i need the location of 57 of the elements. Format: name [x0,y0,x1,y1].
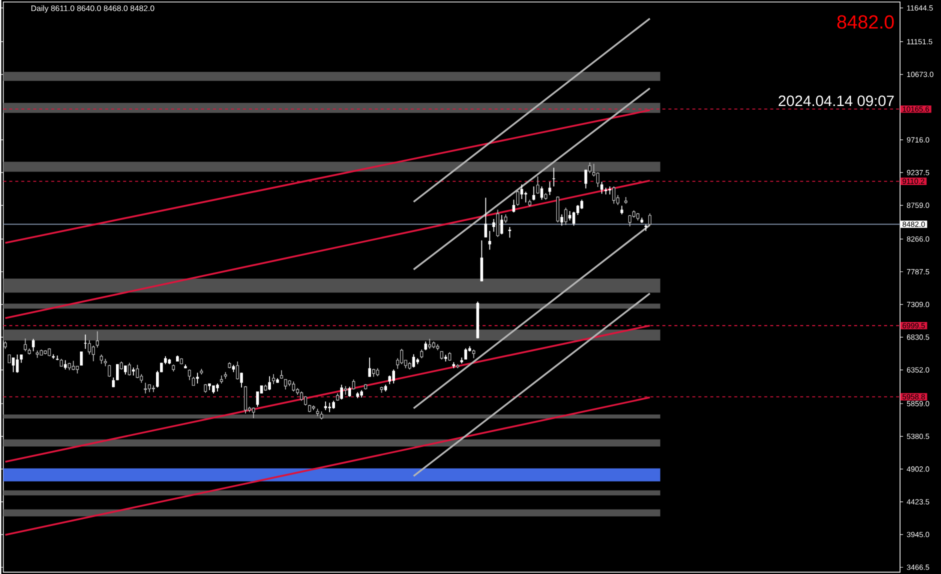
candlestick [368,356,372,378]
candlestick [524,191,528,203]
candlestick [608,186,612,195]
candlestick [496,209,500,238]
candlestick [188,368,192,381]
candlestick [580,199,584,210]
candlestick [92,345,95,362]
candlestick [564,207,568,226]
candlestick [292,380,296,392]
candlestick [100,354,103,364]
candlestick [136,364,139,379]
annotation: 2024.04.14 09:07 [778,95,894,106]
candlestick [300,390,304,402]
candlestick [596,172,600,188]
candlestick [536,176,540,194]
candlestick [392,368,396,384]
candlestick [128,362,131,376]
candlestick [268,376,271,391]
candlestick [588,162,592,174]
candlestick [80,350,83,366]
candlestick [304,396,308,406]
candlestick [284,378,288,390]
candlestick [240,372,243,388]
candlestick [244,386,248,414]
candlestick [560,214,564,226]
candlestick [196,372,199,384]
candlestick [88,340,91,355]
candlestick [236,360,240,380]
candlestick [500,214,504,235]
candlestick [568,210,572,221]
candlestick [612,186,616,204]
candlestick [520,184,524,200]
candlestick [64,360,67,370]
candlestick [480,240,484,282]
annotation: 8482.0 [837,15,894,29]
candlestick [508,226,512,238]
candlestick [584,169,588,189]
candlestick [628,214,632,227]
candlestick [352,378,356,390]
candlestick [252,406,256,418]
candlestick [156,370,159,388]
candlestick [348,386,351,398]
candlestick [412,354,416,368]
candlestick [24,338,27,352]
candlestick [604,187,608,195]
candlestick [400,348,404,365]
candlestick [96,330,99,348]
candlestick [340,384,343,400]
candlestick [32,338,35,352]
candlestick [484,197,488,238]
candlestick [428,338,432,350]
candlestick [516,188,520,206]
candlestick [272,374,276,384]
candlestick [488,230,492,250]
candlestick [116,364,119,381]
candlestick [144,382,147,394]
candlestick [548,181,552,196]
